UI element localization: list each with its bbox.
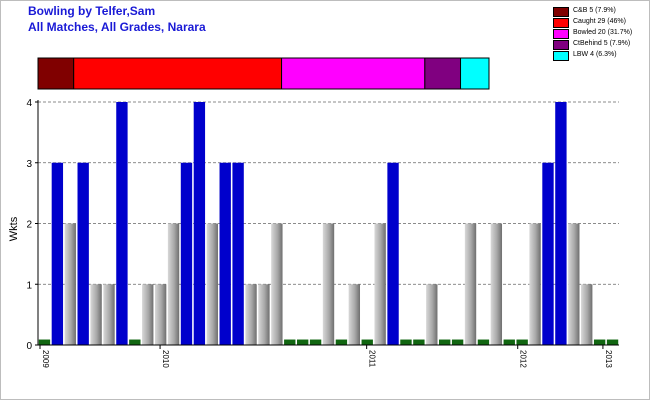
bar-33	[464, 223, 477, 345]
legend-label-lbw: LBW 4 (6.3%)	[573, 51, 617, 58]
bar-19	[284, 339, 296, 345]
bar-30	[426, 284, 438, 345]
bar-11	[180, 162, 193, 345]
bar-35	[490, 223, 503, 345]
bar-21	[309, 339, 322, 345]
bar-23	[335, 339, 348, 345]
breakdown-segment-0	[37, 57, 75, 90]
x-axis-ticks: 2009 2010 2011 2012 2013	[39, 345, 613, 368]
bar-3	[77, 162, 89, 345]
legend-swatch-lbw	[553, 51, 569, 61]
bar-10	[167, 223, 180, 345]
legend-swatch-bowled	[553, 29, 569, 39]
x-tick-label-2012: 2012	[519, 350, 528, 368]
bar-39	[542, 162, 554, 345]
bar-6	[116, 102, 128, 345]
bar-44	[606, 339, 619, 345]
breakdown-segment-2	[281, 57, 426, 90]
bar-17	[258, 284, 270, 345]
x-tick-label-2011: 2011	[368, 350, 377, 368]
chart-subtitle: All Matches, All Grades, Narara	[28, 20, 206, 34]
bar-16	[245, 284, 257, 345]
x-tick-label-2013: 2013	[604, 350, 613, 368]
bar-41	[568, 223, 580, 345]
bar-34	[477, 339, 490, 345]
y-tick-label-0: 0	[26, 341, 32, 352]
y-tick-label-1: 1	[26, 280, 32, 291]
y-tick-label-2: 2	[26, 220, 32, 231]
bar-0	[38, 339, 51, 345]
dismissal-breakdown-bar	[37, 57, 490, 90]
bar-9	[154, 284, 167, 345]
bar-32	[451, 339, 464, 345]
x-tick-label-2010: 2010	[161, 350, 170, 368]
bar-43	[593, 339, 606, 345]
bar-24	[348, 284, 361, 345]
bar-5	[103, 284, 115, 345]
legend-swatch-cb	[553, 7, 569, 17]
legend-label-caught: Caught 29 (46%)	[573, 18, 626, 25]
bar-13	[206, 223, 218, 345]
y-axis-ticks: 0 1 2 3 4	[26, 98, 38, 352]
bar-42	[581, 284, 593, 345]
bar-25	[361, 339, 373, 345]
legend-swatch-caught	[553, 18, 569, 28]
y-tick-label-4: 4	[26, 98, 32, 109]
chart-title: Bowling by Telfer,Sam	[28, 4, 156, 18]
breakdown-segment-1	[73, 57, 283, 90]
wickets-bars	[38, 102, 619, 345]
bar-7	[129, 339, 141, 345]
bar-31	[439, 339, 451, 345]
y-axis-label: Wkts	[8, 216, 20, 241]
bar-14	[219, 162, 231, 345]
breakdown-segment-4	[460, 57, 490, 90]
bar-27	[387, 162, 399, 345]
axes	[37, 100, 619, 346]
bar-15	[232, 162, 244, 345]
bar-12	[193, 102, 206, 345]
bar-20	[296, 339, 309, 345]
breakdown-segment-3	[424, 57, 462, 90]
y-tick-label-3: 3	[26, 159, 32, 170]
bar-4	[90, 284, 102, 345]
bar-22	[322, 223, 335, 345]
bar-37	[516, 339, 528, 345]
bar-26	[374, 223, 386, 345]
legend-label-ctbehind: CtBehind 5 (7.9%)	[573, 40, 631, 47]
x-tick-label-2009: 2009	[41, 350, 50, 368]
bar-38	[529, 223, 541, 345]
legend-label-cb: C&B 5 (7.9%)	[573, 7, 616, 14]
bar-2	[64, 223, 76, 345]
bar-36	[503, 339, 515, 345]
bar-29	[413, 339, 425, 345]
bar-18	[271, 223, 283, 345]
legend-label-bowled: Bowled 20 (31.7%)	[573, 29, 633, 36]
bar-1	[51, 162, 64, 345]
bar-40	[555, 102, 567, 345]
legend-swatch-ctbehind	[553, 40, 569, 50]
bar-28	[400, 339, 412, 345]
bar-8	[142, 284, 154, 345]
